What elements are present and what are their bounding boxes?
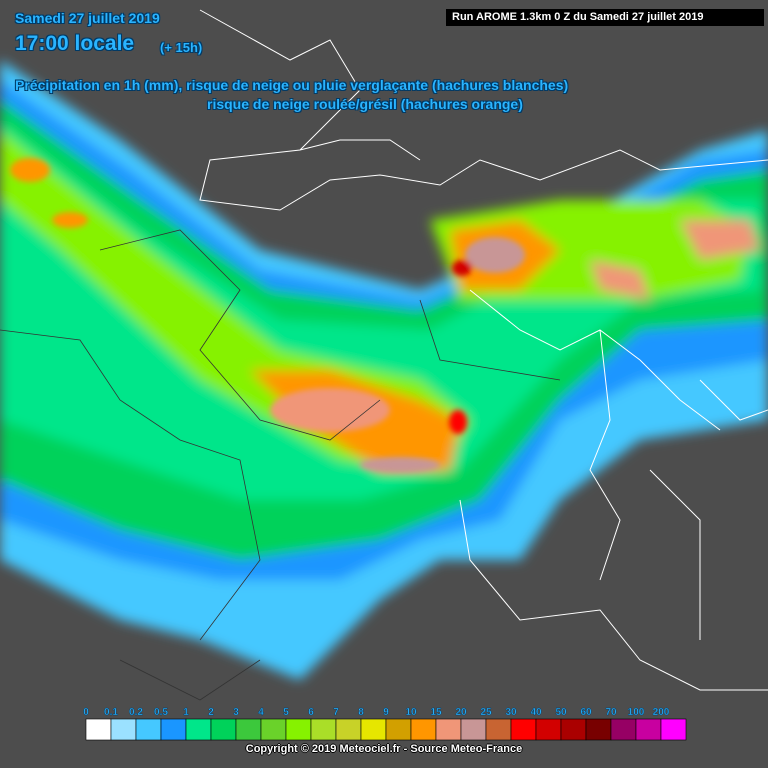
- subtitle-line-2: risque de neige roulée/grésil (hachures …: [207, 96, 523, 112]
- legend-swatch: [335, 718, 362, 741]
- legend-label: 15: [430, 707, 442, 718]
- legend-swatch: [610, 718, 637, 741]
- legend-label: 0.1: [104, 707, 118, 718]
- legend-swatch: [385, 718, 412, 741]
- legend-swatch: [210, 718, 237, 741]
- legend-label: 70: [605, 707, 617, 718]
- legend-swatch: [360, 718, 387, 741]
- legend-swatch: [435, 718, 462, 741]
- legend-swatch: [535, 718, 562, 741]
- legend-label: 200: [653, 707, 670, 718]
- legend-swatch: [85, 718, 112, 741]
- legend-label: 9: [383, 707, 389, 718]
- legend-swatch: [235, 718, 262, 741]
- legend-label: 50: [555, 707, 567, 718]
- legend-label: 5: [283, 707, 289, 718]
- legend-label: 30: [505, 707, 517, 718]
- legend-swatch: [260, 718, 287, 741]
- legend-label: 3: [233, 707, 239, 718]
- legend-swatch: [485, 718, 512, 741]
- legend-swatch: [660, 718, 687, 741]
- legend-swatch: [510, 718, 537, 741]
- legend-swatch: [135, 718, 162, 741]
- legend-label: 2: [208, 707, 214, 718]
- legend-swatch: [585, 718, 612, 741]
- borders: [199, 9, 768, 691]
- offset: (+ 15h): [160, 40, 203, 55]
- precipitation-field: [0, 60, 768, 680]
- legend-swatch: [560, 718, 587, 741]
- precipitation-cores: [10, 158, 525, 473]
- legend-label: 20: [455, 707, 467, 718]
- time: 17:00 locale: [15, 32, 135, 55]
- legend-label: 100: [628, 707, 645, 718]
- legend: 0 0.1 0.2 0.5 1 2 3 4 5 6 7 8 9 10 15 20 25 30 40 50 60 70 100…: [83, 707, 687, 741]
- legend-swatch: [110, 718, 137, 741]
- legend-label: 40: [530, 707, 542, 718]
- legend-label: 25: [480, 707, 492, 718]
- legend-label: 1: [183, 707, 189, 718]
- run-info: Run AROME 1.3km 0 Z du Samedi 27 juillet…: [446, 9, 764, 26]
- legend-swatch: [460, 718, 487, 741]
- legend-label: 0: [83, 707, 89, 718]
- legend-swatch: [285, 718, 312, 741]
- legend-label: 0.2: [129, 707, 143, 718]
- legend-swatch: [410, 718, 437, 741]
- legend-swatch: [310, 718, 337, 741]
- legend-label: 7: [333, 707, 339, 718]
- legend-label: 0.5: [154, 707, 168, 718]
- legend-label: 8: [358, 707, 364, 718]
- legend-swatch: [185, 718, 212, 741]
- date: Samedi 27 juillet 2019: [15, 10, 160, 26]
- legend-swatch: [635, 718, 662, 741]
- legend-label: 10: [405, 707, 417, 718]
- subtitle-line-1: Précipitation en 1h (mm), risque de neig…: [15, 77, 569, 93]
- legend-swatch: [160, 718, 187, 741]
- copyright: Copyright © 2019 Meteociel.fr - Source M…: [245, 743, 523, 755]
- legend-label: 60: [580, 707, 592, 718]
- legend-label: 4: [258, 707, 264, 718]
- legend-label: 6: [308, 707, 314, 718]
- region-lines: [0, 229, 561, 701]
